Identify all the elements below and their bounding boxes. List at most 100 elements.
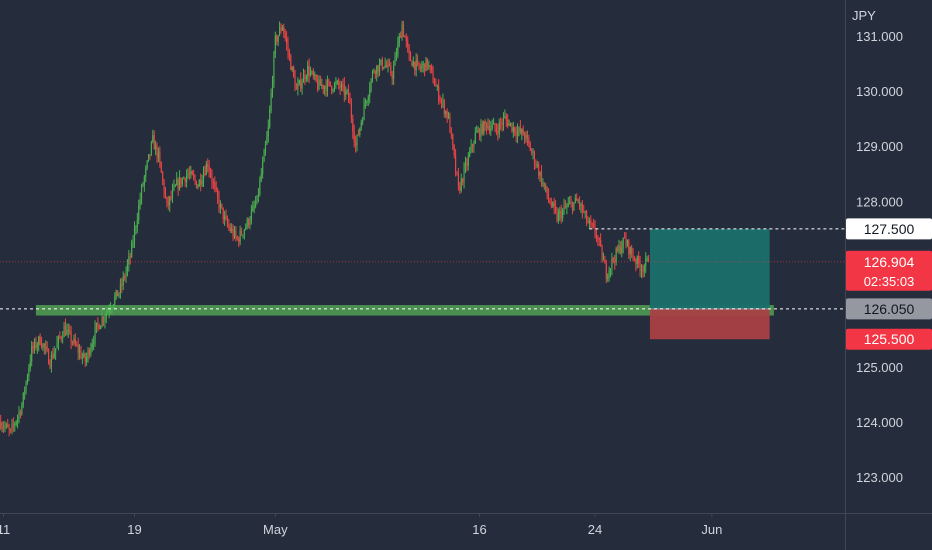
candle-body — [505, 116, 507, 120]
candle-body — [270, 92, 272, 110]
candle-body — [142, 184, 144, 186]
candle-body — [507, 119, 509, 126]
candle-body — [383, 67, 385, 69]
y-tick-label: 124.000 — [856, 415, 903, 430]
candle-body — [471, 144, 474, 147]
candle-body — [122, 276, 124, 286]
candle-body — [39, 336, 41, 345]
candle-body — [466, 163, 468, 166]
candle-body — [32, 345, 34, 349]
price-badges-layer[interactable]: 127.500 126.904 02:35:03 126.050 125.500 — [846, 218, 932, 350]
candle-body — [549, 199, 551, 204]
candle-body — [370, 79, 372, 90]
candle-body — [500, 122, 502, 124]
candle-body — [474, 132, 476, 144]
candle-body — [264, 144, 267, 152]
candle-body — [404, 35, 406, 38]
candle-body — [367, 96, 369, 101]
candle-body — [238, 239, 240, 243]
candle-body — [239, 230, 241, 243]
candle-body — [377, 65, 379, 72]
candle-body — [335, 82, 337, 84]
candle-body — [115, 290, 117, 297]
candle-body — [119, 284, 121, 293]
candle-body — [463, 167, 465, 183]
candle-body — [252, 206, 254, 211]
candle-body — [46, 347, 48, 351]
candle-body — [432, 70, 434, 83]
candle-body — [436, 86, 438, 88]
price-badge[interactable] — [846, 250, 932, 291]
y-tick-label: 131.000 — [856, 29, 903, 44]
candle-body — [446, 111, 448, 119]
candle-body — [50, 355, 52, 368]
candle-body — [445, 111, 447, 114]
candle-body — [112, 304, 114, 308]
candle-body — [417, 60, 419, 62]
candle-body — [1, 427, 3, 429]
candle-body — [163, 180, 165, 194]
candle-body — [221, 203, 223, 208]
candle-body — [132, 241, 134, 243]
candle-body — [478, 129, 481, 137]
candle-body — [618, 245, 620, 251]
candle-body — [552, 202, 554, 207]
candle-body — [246, 219, 248, 227]
candle-body — [108, 310, 110, 312]
candle-body — [273, 53, 275, 83]
candle-body — [55, 348, 57, 353]
candle-body — [12, 424, 14, 426]
candle-body — [400, 35, 402, 38]
candle-body — [276, 36, 278, 42]
price-lines-layer — [0, 228, 845, 310]
price-badge-label: 126.050 — [864, 301, 915, 317]
candle-body — [11, 424, 13, 430]
currency-unit-label: JPY — [852, 8, 876, 23]
candle-body — [547, 195, 550, 200]
candle-body — [545, 186, 547, 188]
candle-body — [309, 72, 312, 76]
candle-body — [305, 76, 307, 80]
price-badge[interactable] — [846, 218, 932, 240]
candle-body — [188, 173, 190, 175]
candle-body — [7, 424, 9, 428]
candle-body — [15, 421, 17, 425]
candle-body — [376, 65, 378, 75]
x-tick-label: 16 — [472, 522, 486, 537]
target-zone[interactable] — [649, 228, 770, 309]
candle-body — [594, 226, 596, 235]
stop-zone[interactable] — [649, 308, 770, 340]
candle-body — [139, 199, 141, 206]
candle-body — [255, 203, 257, 207]
price-badge[interactable] — [846, 328, 932, 350]
candle-body — [93, 341, 95, 344]
candle-body — [350, 104, 352, 119]
candle-body — [36, 344, 38, 348]
candle-body — [616, 248, 619, 251]
candle-body — [88, 349, 90, 355]
candle-body — [45, 347, 47, 349]
candle-body — [31, 345, 33, 362]
candle-body — [198, 179, 200, 187]
price-badge-label: 125.500 — [864, 331, 915, 347]
candle-body — [81, 356, 83, 359]
candle-body — [266, 136, 268, 145]
candle-body — [318, 79, 320, 90]
candle-body — [262, 161, 264, 175]
candle-body — [233, 230, 236, 237]
candle-body — [90, 348, 92, 355]
candle-body — [480, 123, 482, 137]
candle-body — [621, 247, 623, 253]
candle-body — [514, 127, 516, 134]
candle-body — [612, 258, 614, 261]
candle-body — [19, 411, 21, 415]
price-badge[interactable] — [846, 298, 932, 320]
candle-body — [69, 330, 71, 332]
candle-body — [339, 84, 341, 89]
candle-body — [25, 381, 27, 392]
candle-body — [181, 178, 183, 185]
candle-body — [407, 41, 409, 47]
candle-body — [176, 179, 178, 186]
candle-body — [494, 123, 496, 129]
